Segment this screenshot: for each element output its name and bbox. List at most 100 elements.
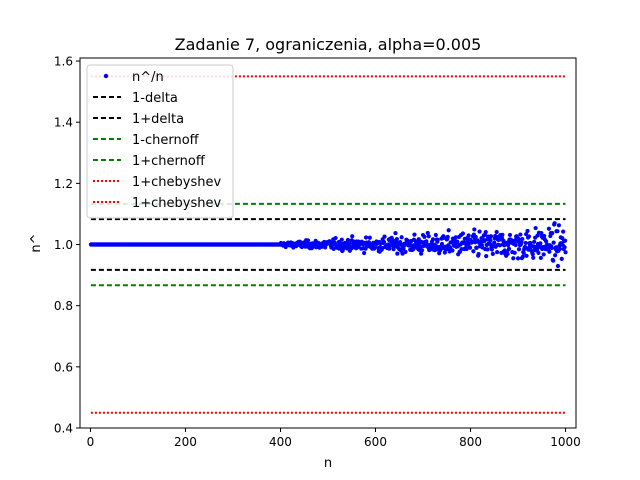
- data-point: [559, 256, 564, 261]
- data-point: [394, 237, 399, 242]
- data-point: [474, 245, 479, 250]
- data-point: [382, 234, 387, 239]
- data-point: [387, 246, 392, 251]
- data-point: [557, 246, 562, 252]
- data-point: [511, 256, 516, 261]
- data-point: [539, 231, 544, 236]
- data-point: [399, 235, 404, 240]
- y-tick-label: 0.6: [54, 360, 73, 374]
- legend: n^/n 1-delta 1+delta 1-chernoff 1+chernoff 1+…: [86, 64, 234, 219]
- data-point: [543, 239, 549, 244]
- data-point: [425, 230, 430, 236]
- legend-label: 1-delta: [132, 91, 178, 106]
- data-point: [381, 240, 387, 245]
- plot-area: [88, 75, 568, 414]
- data-point: [446, 228, 451, 233]
- data-point: [532, 239, 537, 244]
- data-point: [526, 234, 532, 239]
- data-point: [505, 243, 511, 248]
- data-point: [490, 251, 495, 256]
- y-axis-ticks: 0.4 0.6 0.8 1.0 1.2 1.4 1.6: [54, 55, 80, 436]
- data-point: [550, 230, 555, 236]
- data-point: [485, 247, 490, 252]
- data-point: [542, 233, 547, 239]
- legend-label: 1+chebyshev: [132, 175, 222, 190]
- data-point: [430, 237, 436, 242]
- legend-label: 1+chebyshev: [132, 196, 222, 211]
- data-point: [549, 245, 554, 250]
- data-point: [492, 240, 497, 245]
- data-point: [442, 250, 447, 255]
- data-point: [333, 235, 338, 241]
- data-point: [362, 250, 367, 256]
- x-tick-label: 1000: [550, 435, 581, 449]
- chart-title: Zadanie 7, ograniczenia, alpha=0.005: [175, 35, 482, 54]
- data-point: [472, 227, 477, 232]
- data-point: [422, 234, 427, 239]
- data-point: [546, 226, 552, 231]
- data-point: [562, 238, 568, 243]
- data-point: [453, 235, 458, 240]
- data-point: [350, 234, 355, 239]
- data-point: [345, 237, 351, 243]
- data-point: [488, 234, 494, 239]
- data-point: [500, 232, 505, 237]
- data-point: [467, 245, 473, 250]
- y-axis-label: n^: [29, 233, 44, 252]
- data-point: [516, 236, 521, 241]
- y-tick-label: 1.2: [54, 177, 73, 191]
- data-point: [483, 229, 488, 235]
- y-tick-label: 0.8: [54, 299, 73, 313]
- data-point: [506, 246, 512, 251]
- data-point: [435, 237, 440, 242]
- y-tick-label: 0.4: [54, 422, 73, 436]
- x-axis-ticks: 0 200 400 600 800 1000: [87, 428, 581, 449]
- data-point: [488, 237, 493, 243]
- data-point: [530, 252, 535, 257]
- data-point: [524, 253, 529, 258]
- data-point: [523, 240, 528, 246]
- data-point: [403, 249, 408, 254]
- legend-box: [86, 64, 234, 219]
- legend-label: 1+delta: [132, 112, 184, 127]
- data-point: [520, 236, 525, 242]
- data-point: [445, 234, 450, 240]
- data-point: [350, 245, 355, 250]
- data-point: [538, 241, 543, 246]
- data-point: [513, 242, 518, 248]
- y-tick-label: 1.6: [54, 55, 73, 69]
- data-point: [426, 234, 431, 239]
- data-point: [460, 231, 466, 236]
- data-point: [473, 234, 478, 240]
- data-point: [520, 254, 525, 259]
- y-tick-label: 1.4: [54, 116, 73, 130]
- data-point: [536, 250, 541, 256]
- x-tick-label: 600: [364, 435, 387, 449]
- data-point: [450, 248, 455, 253]
- data-point: [524, 232, 529, 237]
- data-point: [495, 249, 500, 255]
- data-point: [551, 258, 556, 263]
- data-point: [372, 244, 378, 250]
- data-point: [439, 241, 445, 247]
- x-tick-label: 800: [459, 435, 482, 449]
- data-point: [521, 250, 526, 256]
- data-point: [516, 247, 522, 252]
- data-point: [547, 249, 552, 254]
- data-point: [553, 245, 559, 250]
- data-point: [476, 251, 481, 257]
- data-point: [518, 232, 523, 237]
- data-point: [562, 245, 567, 250]
- data-point: [533, 225, 538, 231]
- data-point: [455, 239, 460, 244]
- data-point: [555, 229, 560, 234]
- data-point: [525, 228, 530, 234]
- data-point: [471, 249, 476, 254]
- data-point: [367, 235, 372, 240]
- data-point: [552, 221, 557, 226]
- axes: [79, 57, 577, 429]
- x-axis-label: n: [324, 456, 332, 471]
- data-point: [419, 248, 425, 253]
- data-point: [538, 255, 543, 260]
- legend-label: 1-chernoff: [132, 133, 200, 148]
